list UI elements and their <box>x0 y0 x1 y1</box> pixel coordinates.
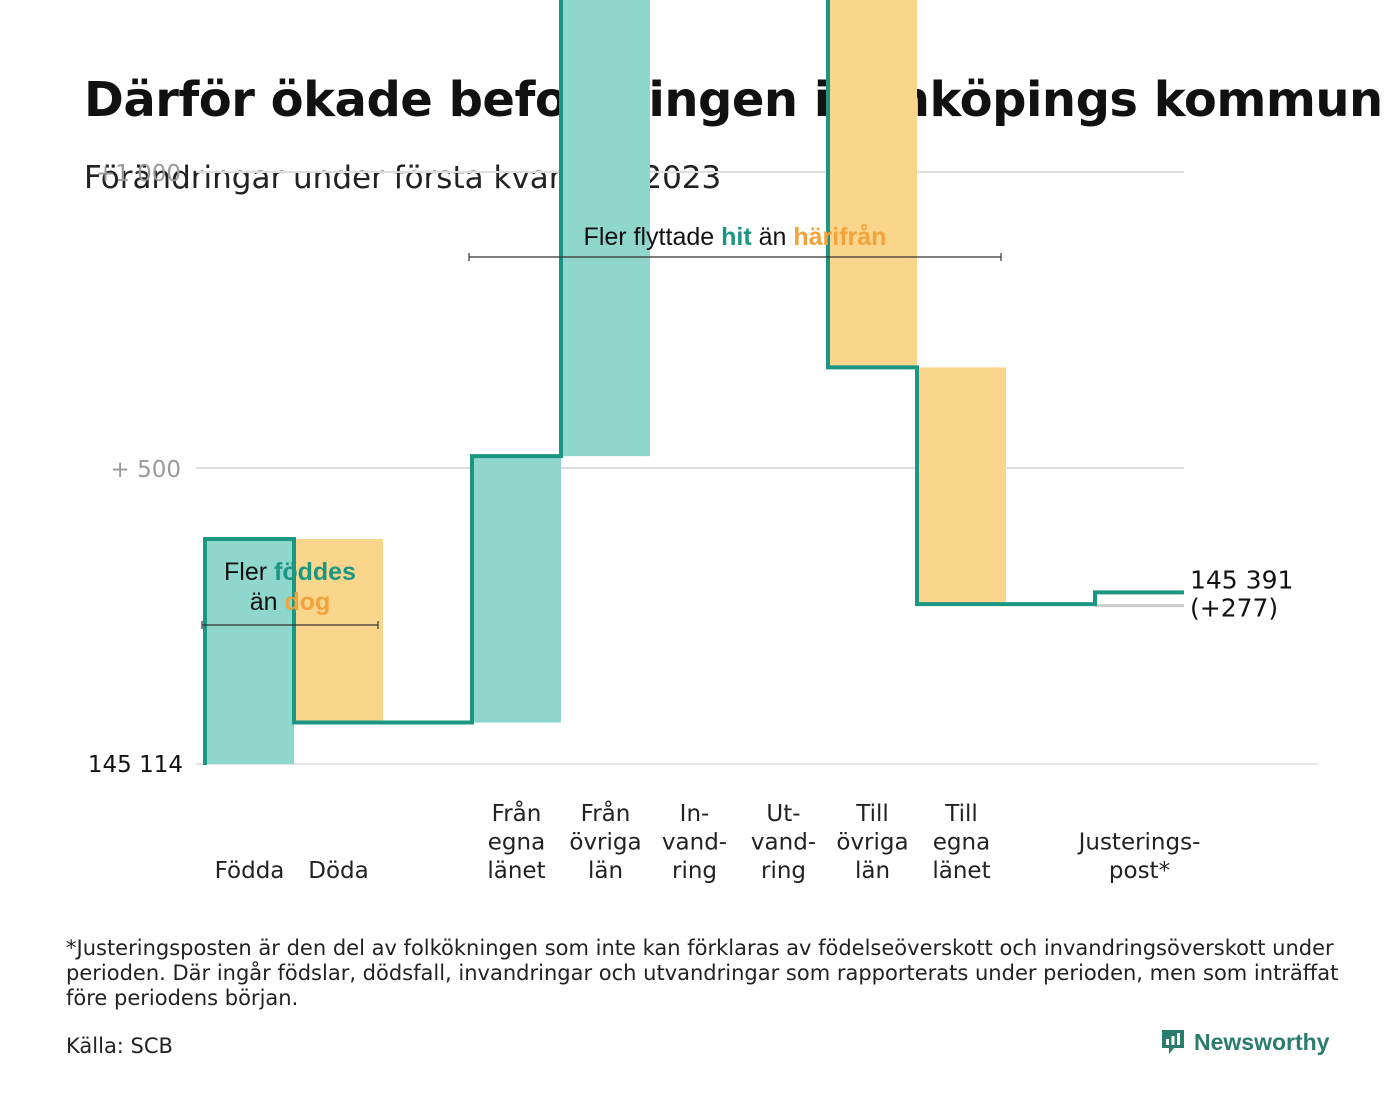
bar-decrease <box>828 0 917 368</box>
category-label: ring <box>672 858 717 884</box>
category-label: länet <box>487 858 545 884</box>
annotation-text-plain: Fler flyttade <box>584 223 722 251</box>
category-label: Justerings- <box>1077 830 1201 856</box>
brand-logo: Newsworthy <box>1160 1028 1329 1056</box>
category-label: län <box>588 858 623 884</box>
source-label: Källa: SCB <box>66 1034 173 1058</box>
bar-increase <box>472 456 561 723</box>
category-label: Döda <box>308 858 368 884</box>
annotation-text-orange: härifrån <box>793 223 886 251</box>
category-label: In- <box>680 801 710 827</box>
footnote: *Justeringsposten är den del av folkökni… <box>66 936 1339 1010</box>
category-label: län <box>855 858 890 884</box>
waterfall-chart: + 500+1 000+1 500FöddaDödaFrånegnalänetF… <box>88 0 1318 884</box>
start-value-label: 145 114 <box>88 752 183 778</box>
annotation-text-plain: än <box>250 588 285 616</box>
bar-increase <box>561 0 650 457</box>
bar-decrease <box>294 539 383 723</box>
brand-name: Newsworthy <box>1194 1028 1330 1055</box>
group-annotation: än dog <box>250 588 331 616</box>
category-label: Från <box>581 799 631 827</box>
end-change-label: (+277) <box>1190 593 1278 622</box>
category-label: egna <box>488 830 545 856</box>
annotation-text-green: föddes <box>274 558 356 586</box>
annotation-text-plain: än <box>752 223 794 251</box>
category-label: ring <box>761 858 806 884</box>
y-tick-label: +1 000 <box>96 161 181 187</box>
bar-increase <box>205 539 294 764</box>
category-label: övriga <box>836 830 908 856</box>
newsworthy-logo-icon <box>1162 1030 1184 1054</box>
category-label: Ut- <box>766 801 800 827</box>
category-label: Till <box>855 801 889 827</box>
bar-decrease <box>917 367 1006 605</box>
category-label: länet <box>932 858 990 884</box>
category-label: Från <box>492 799 542 827</box>
cumulative-step-line <box>203 0 1184 765</box>
chart-title: Därför ökade befolkningen i Jönköpings k… <box>84 72 1383 128</box>
annotation-text-orange: dog <box>284 588 330 616</box>
group-annotation: Fler föddes <box>224 558 356 586</box>
annotation-text-plain: Fler <box>224 558 274 586</box>
category-label: post* <box>1109 858 1170 884</box>
annotation-text-green: hit <box>721 223 752 251</box>
category-label: vand- <box>662 830 727 856</box>
category-label: Födda <box>215 858 285 884</box>
y-tick-label: + 500 <box>111 457 181 483</box>
group-annotation: Fler flyttade hit än härifrån <box>584 223 887 251</box>
category-label: egna <box>933 830 990 856</box>
category-label: vand- <box>751 830 816 856</box>
end-value-label: 145 391 <box>1190 565 1293 594</box>
category-label: övriga <box>569 830 641 856</box>
category-label: Till <box>944 801 978 827</box>
